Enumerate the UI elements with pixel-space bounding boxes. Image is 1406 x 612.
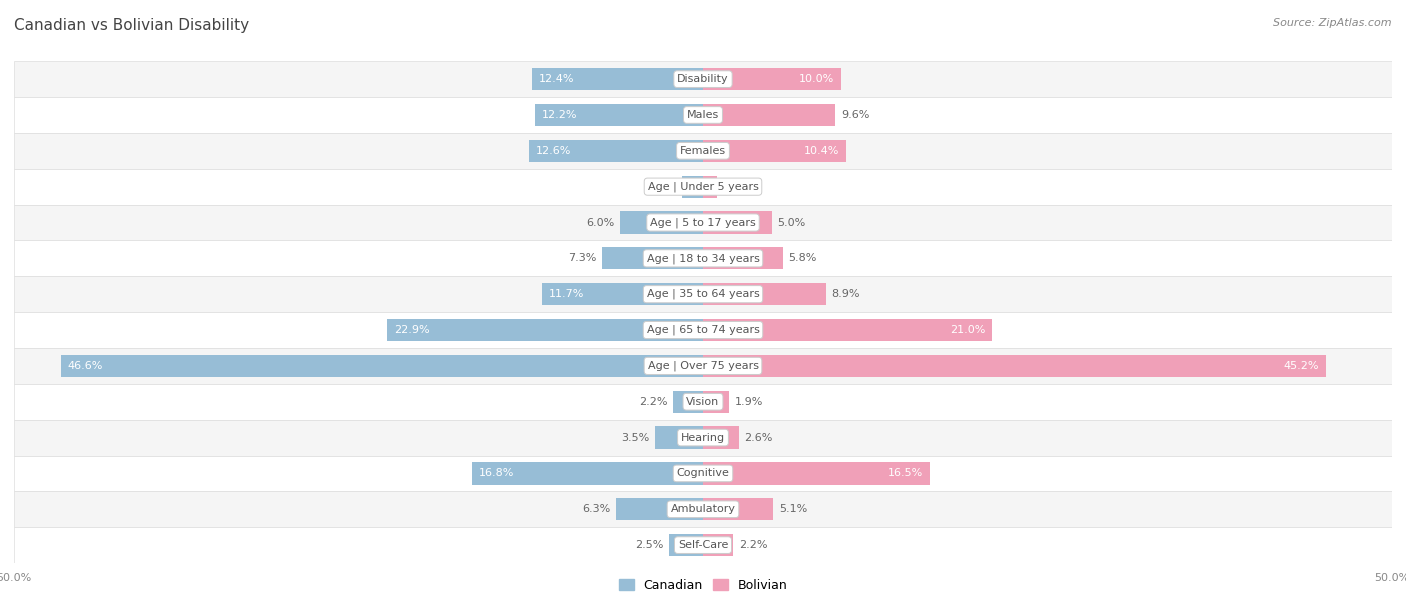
FancyBboxPatch shape bbox=[14, 276, 1392, 312]
Bar bbox=[703, 176, 717, 198]
FancyBboxPatch shape bbox=[14, 61, 1392, 97]
FancyBboxPatch shape bbox=[14, 97, 1392, 133]
Bar bbox=[534, 104, 703, 126]
Text: 5.0%: 5.0% bbox=[778, 217, 806, 228]
Text: 7.3%: 7.3% bbox=[568, 253, 598, 263]
Text: 16.5%: 16.5% bbox=[889, 468, 924, 479]
Text: 45.2%: 45.2% bbox=[1284, 361, 1319, 371]
FancyBboxPatch shape bbox=[14, 455, 1392, 491]
Bar bbox=[703, 319, 993, 341]
Text: 21.0%: 21.0% bbox=[950, 325, 986, 335]
Bar bbox=[703, 68, 841, 90]
Text: Age | Over 75 years: Age | Over 75 years bbox=[648, 360, 758, 371]
Text: 9.6%: 9.6% bbox=[841, 110, 869, 120]
Text: 5.1%: 5.1% bbox=[779, 504, 807, 514]
Text: Age | 18 to 34 years: Age | 18 to 34 years bbox=[647, 253, 759, 264]
FancyBboxPatch shape bbox=[14, 241, 1392, 276]
Text: Ambulatory: Ambulatory bbox=[671, 504, 735, 514]
Bar bbox=[620, 211, 703, 234]
Bar bbox=[703, 355, 1326, 377]
Text: Age | 35 to 64 years: Age | 35 to 64 years bbox=[647, 289, 759, 299]
Text: Age | 5 to 17 years: Age | 5 to 17 years bbox=[650, 217, 756, 228]
Text: Self-Care: Self-Care bbox=[678, 540, 728, 550]
Text: Females: Females bbox=[681, 146, 725, 156]
Text: Males: Males bbox=[688, 110, 718, 120]
Text: 1.9%: 1.9% bbox=[735, 397, 763, 407]
Text: Source: ZipAtlas.com: Source: ZipAtlas.com bbox=[1274, 18, 1392, 28]
Bar bbox=[703, 247, 783, 269]
Bar bbox=[655, 427, 703, 449]
Text: Age | Under 5 years: Age | Under 5 years bbox=[648, 181, 758, 192]
Bar bbox=[703, 498, 773, 520]
Text: Age | 65 to 74 years: Age | 65 to 74 years bbox=[647, 325, 759, 335]
Text: 2.6%: 2.6% bbox=[744, 433, 773, 442]
Text: Cognitive: Cognitive bbox=[676, 468, 730, 479]
Text: Hearing: Hearing bbox=[681, 433, 725, 442]
Legend: Canadian, Bolivian: Canadian, Bolivian bbox=[613, 574, 793, 597]
Bar bbox=[60, 355, 703, 377]
Text: 22.9%: 22.9% bbox=[394, 325, 430, 335]
Text: 10.4%: 10.4% bbox=[804, 146, 839, 156]
Text: 12.2%: 12.2% bbox=[541, 110, 578, 120]
FancyBboxPatch shape bbox=[14, 133, 1392, 169]
FancyBboxPatch shape bbox=[14, 491, 1392, 527]
Text: 12.4%: 12.4% bbox=[538, 74, 575, 84]
Bar bbox=[703, 211, 772, 234]
Text: Vision: Vision bbox=[686, 397, 720, 407]
Text: Disability: Disability bbox=[678, 74, 728, 84]
FancyBboxPatch shape bbox=[14, 169, 1392, 204]
FancyBboxPatch shape bbox=[14, 312, 1392, 348]
FancyBboxPatch shape bbox=[14, 420, 1392, 455]
Text: 6.0%: 6.0% bbox=[586, 217, 614, 228]
Bar bbox=[682, 176, 703, 198]
Text: 8.9%: 8.9% bbox=[831, 289, 859, 299]
Bar bbox=[602, 247, 703, 269]
Bar bbox=[388, 319, 703, 341]
Text: 6.3%: 6.3% bbox=[582, 504, 610, 514]
Text: 16.8%: 16.8% bbox=[478, 468, 513, 479]
Bar bbox=[531, 68, 703, 90]
Text: 3.5%: 3.5% bbox=[621, 433, 650, 442]
Text: 2.2%: 2.2% bbox=[638, 397, 668, 407]
Text: Canadian vs Bolivian Disability: Canadian vs Bolivian Disability bbox=[14, 18, 249, 34]
Bar bbox=[471, 462, 703, 485]
Text: 5.8%: 5.8% bbox=[789, 253, 817, 263]
Bar bbox=[703, 390, 730, 413]
Bar bbox=[541, 283, 703, 305]
Bar bbox=[530, 140, 703, 162]
Text: 12.6%: 12.6% bbox=[536, 146, 572, 156]
Bar bbox=[703, 427, 738, 449]
Bar bbox=[703, 462, 931, 485]
Bar bbox=[616, 498, 703, 520]
Bar bbox=[703, 534, 734, 556]
Bar bbox=[703, 140, 846, 162]
FancyBboxPatch shape bbox=[14, 527, 1392, 563]
Text: 10.0%: 10.0% bbox=[799, 74, 834, 84]
Text: 46.6%: 46.6% bbox=[67, 361, 103, 371]
FancyBboxPatch shape bbox=[14, 348, 1392, 384]
Bar bbox=[703, 104, 835, 126]
Text: 2.2%: 2.2% bbox=[738, 540, 768, 550]
Bar bbox=[672, 390, 703, 413]
Text: 2.5%: 2.5% bbox=[634, 540, 664, 550]
Text: 11.7%: 11.7% bbox=[548, 289, 583, 299]
Bar bbox=[669, 534, 703, 556]
Text: 1.5%: 1.5% bbox=[648, 182, 676, 192]
FancyBboxPatch shape bbox=[14, 384, 1392, 420]
FancyBboxPatch shape bbox=[14, 204, 1392, 241]
Text: 1.0%: 1.0% bbox=[723, 182, 751, 192]
Bar bbox=[703, 283, 825, 305]
